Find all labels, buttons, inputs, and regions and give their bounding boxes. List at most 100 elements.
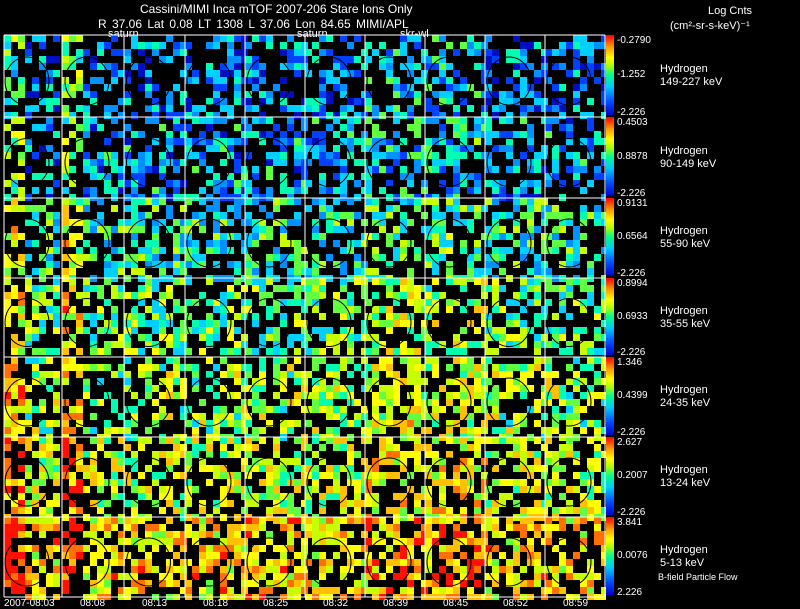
- pixel: [506, 313, 513, 320]
- pixel: [152, 299, 159, 306]
- pixel: [594, 371, 601, 378]
- pixel: [319, 84, 326, 91]
- pixel: [460, 327, 467, 334]
- saturn-outline: [64, 298, 110, 347]
- pixel: [506, 385, 513, 392]
- pixel: [594, 357, 601, 364]
- pixel: [53, 348, 60, 355]
- pixel: [166, 341, 173, 348]
- pixel: [213, 524, 220, 531]
- pixel: [90, 247, 97, 254]
- pixel: [234, 427, 241, 434]
- pixel: [365, 552, 372, 559]
- pixel: [492, 479, 499, 486]
- pixel: [365, 105, 372, 112]
- pixel: [400, 552, 407, 559]
- pixel: [53, 306, 60, 313]
- pixel: [32, 371, 39, 378]
- pixel: [76, 205, 83, 212]
- pixel: [340, 187, 347, 194]
- pixel: [400, 378, 407, 385]
- pixel: [520, 117, 527, 124]
- pixel: [32, 559, 39, 566]
- pixel: [506, 334, 513, 341]
- pixel: [460, 538, 467, 545]
- pixel: [46, 545, 53, 552]
- pixel: [372, 268, 379, 275]
- pixel: [76, 56, 83, 63]
- pixel: [62, 357, 69, 364]
- pixel: [492, 254, 499, 261]
- pixel: [467, 173, 474, 180]
- pixel: [333, 348, 340, 355]
- pixel: [83, 105, 90, 112]
- pixel: [138, 486, 145, 493]
- pixel: [566, 152, 573, 159]
- pixel: [372, 49, 379, 56]
- pixel: [280, 348, 287, 355]
- colorbar-min-label: -2.226: [617, 188, 646, 199]
- pixel: [32, 306, 39, 313]
- pixel: [252, 105, 259, 112]
- pixel: [25, 413, 32, 420]
- pixel: [340, 173, 347, 180]
- pixel: [485, 233, 492, 240]
- pixel: [312, 254, 319, 261]
- pixel: [220, 240, 227, 247]
- pixel: [145, 559, 152, 566]
- pixel: [206, 327, 213, 334]
- pixel: [69, 306, 76, 313]
- units-line-2: (cm²-sr-s-keV)⁻¹: [670, 20, 750, 32]
- pixel: [552, 566, 559, 573]
- pixel: [199, 507, 206, 514]
- pixel: [111, 545, 118, 552]
- pixel: [266, 42, 273, 49]
- pixel: [234, 327, 241, 334]
- pixel: [513, 465, 520, 472]
- pixel: [492, 334, 499, 341]
- pixel: [312, 552, 319, 559]
- pixel: [474, 173, 481, 180]
- pixel: [180, 306, 187, 313]
- pixel: [386, 437, 393, 444]
- pixel: [138, 493, 145, 500]
- pixel: [594, 42, 601, 49]
- saturn-outline: [4, 537, 50, 587]
- pixel: [372, 420, 379, 427]
- pixel: [39, 98, 46, 105]
- pixel: [492, 261, 499, 268]
- pixel: [347, 566, 354, 573]
- pixel: [199, 559, 206, 566]
- pixel: [11, 385, 18, 392]
- pixel: [312, 198, 319, 205]
- pixel: [492, 306, 499, 313]
- pixel: [460, 444, 467, 451]
- pixel: [11, 531, 18, 538]
- pixel: [407, 327, 414, 334]
- pixel: [520, 327, 527, 334]
- pixel: [573, 63, 580, 70]
- pixel: [326, 205, 333, 212]
- pixel: [97, 306, 104, 313]
- pixel: [333, 465, 340, 472]
- pixel: [326, 437, 333, 444]
- pixel: [234, 261, 241, 268]
- pixel: [118, 219, 125, 226]
- pixel: [492, 545, 499, 552]
- pixel: [305, 507, 312, 514]
- pixel: [259, 91, 266, 98]
- pixel: [446, 187, 453, 194]
- pixel: [294, 180, 301, 187]
- pixel: [4, 313, 11, 320]
- pixel: [131, 240, 138, 247]
- pixel: [506, 138, 513, 145]
- pixel: [354, 70, 361, 77]
- saturn-outline: [306, 56, 352, 106]
- pixel: [180, 49, 187, 56]
- pixel: [414, 444, 421, 451]
- pixel: [326, 49, 333, 56]
- pixel: [4, 205, 11, 212]
- pixel: [53, 327, 60, 334]
- pixel: [527, 131, 534, 138]
- pixel: [372, 566, 379, 573]
